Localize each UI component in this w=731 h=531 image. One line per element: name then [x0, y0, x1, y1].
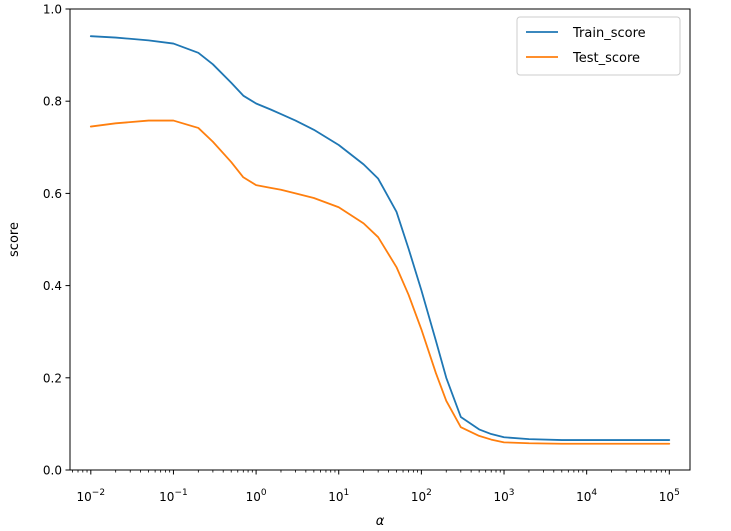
y-axis-title: score [7, 222, 22, 257]
x-tick-label-exponent: 0 [261, 488, 267, 498]
plot-area [69, 8, 691, 471]
y-tick-label: 0.4 [43, 279, 62, 293]
x-tick-label-exponent: 3 [509, 488, 515, 498]
x-tick-label-base: 10 [77, 490, 92, 504]
x-tick-label-exponent: 5 [674, 488, 680, 498]
legend-label: Test_score [572, 51, 640, 66]
x-tick-label-base: 10 [494, 490, 509, 504]
y-tick-label: 0.0 [43, 464, 62, 478]
x-axis: 10−2 10−1 100 101 102 103 104 105 [72, 470, 680, 504]
x-tick-label-exponent: 2 [426, 488, 432, 498]
x-tick-label-base: 10 [159, 490, 174, 504]
x-tick-label-base: 10 [576, 490, 591, 504]
x-tick-label: 100 [246, 488, 267, 504]
x-tick-label-exponent: −2 [92, 488, 105, 498]
x-tick-label: 10−2 [77, 488, 106, 504]
x-tick-label: 103 [494, 488, 515, 504]
x-tick-label-exponent: 1 [344, 488, 350, 498]
x-tick-label: 10−1 [159, 488, 188, 504]
x-tick-label: 101 [328, 488, 349, 504]
x-tick-label: 104 [576, 488, 597, 504]
y-axis: 0.0 0.2 0.4 0.6 0.8 1.0 [43, 3, 70, 478]
x-tick-label-exponent: 4 [591, 488, 597, 498]
x-axis-title: α [376, 514, 385, 529]
y-tick-label: 0.8 [43, 95, 62, 109]
series-layer [89, 35, 671, 445]
x-tick-label-exponent: −1 [174, 488, 187, 498]
x-tick-label-base: 10 [411, 490, 426, 504]
axes-frame [69, 8, 691, 471]
legend: Train_score Test_score [516, 16, 681, 76]
legend-label: Train_score [572, 26, 646, 41]
y-tick-label: 0.2 [43, 371, 62, 385]
x-tick-label-base: 10 [328, 490, 343, 504]
x-tick-label: 102 [411, 488, 432, 504]
x-tick-label-base: 10 [659, 490, 674, 504]
y-tick-label: 1.0 [43, 3, 62, 17]
x-tick-label-base: 10 [246, 490, 261, 504]
x-tick-label: 105 [659, 488, 680, 504]
y-tick-label: 0.6 [43, 187, 62, 201]
